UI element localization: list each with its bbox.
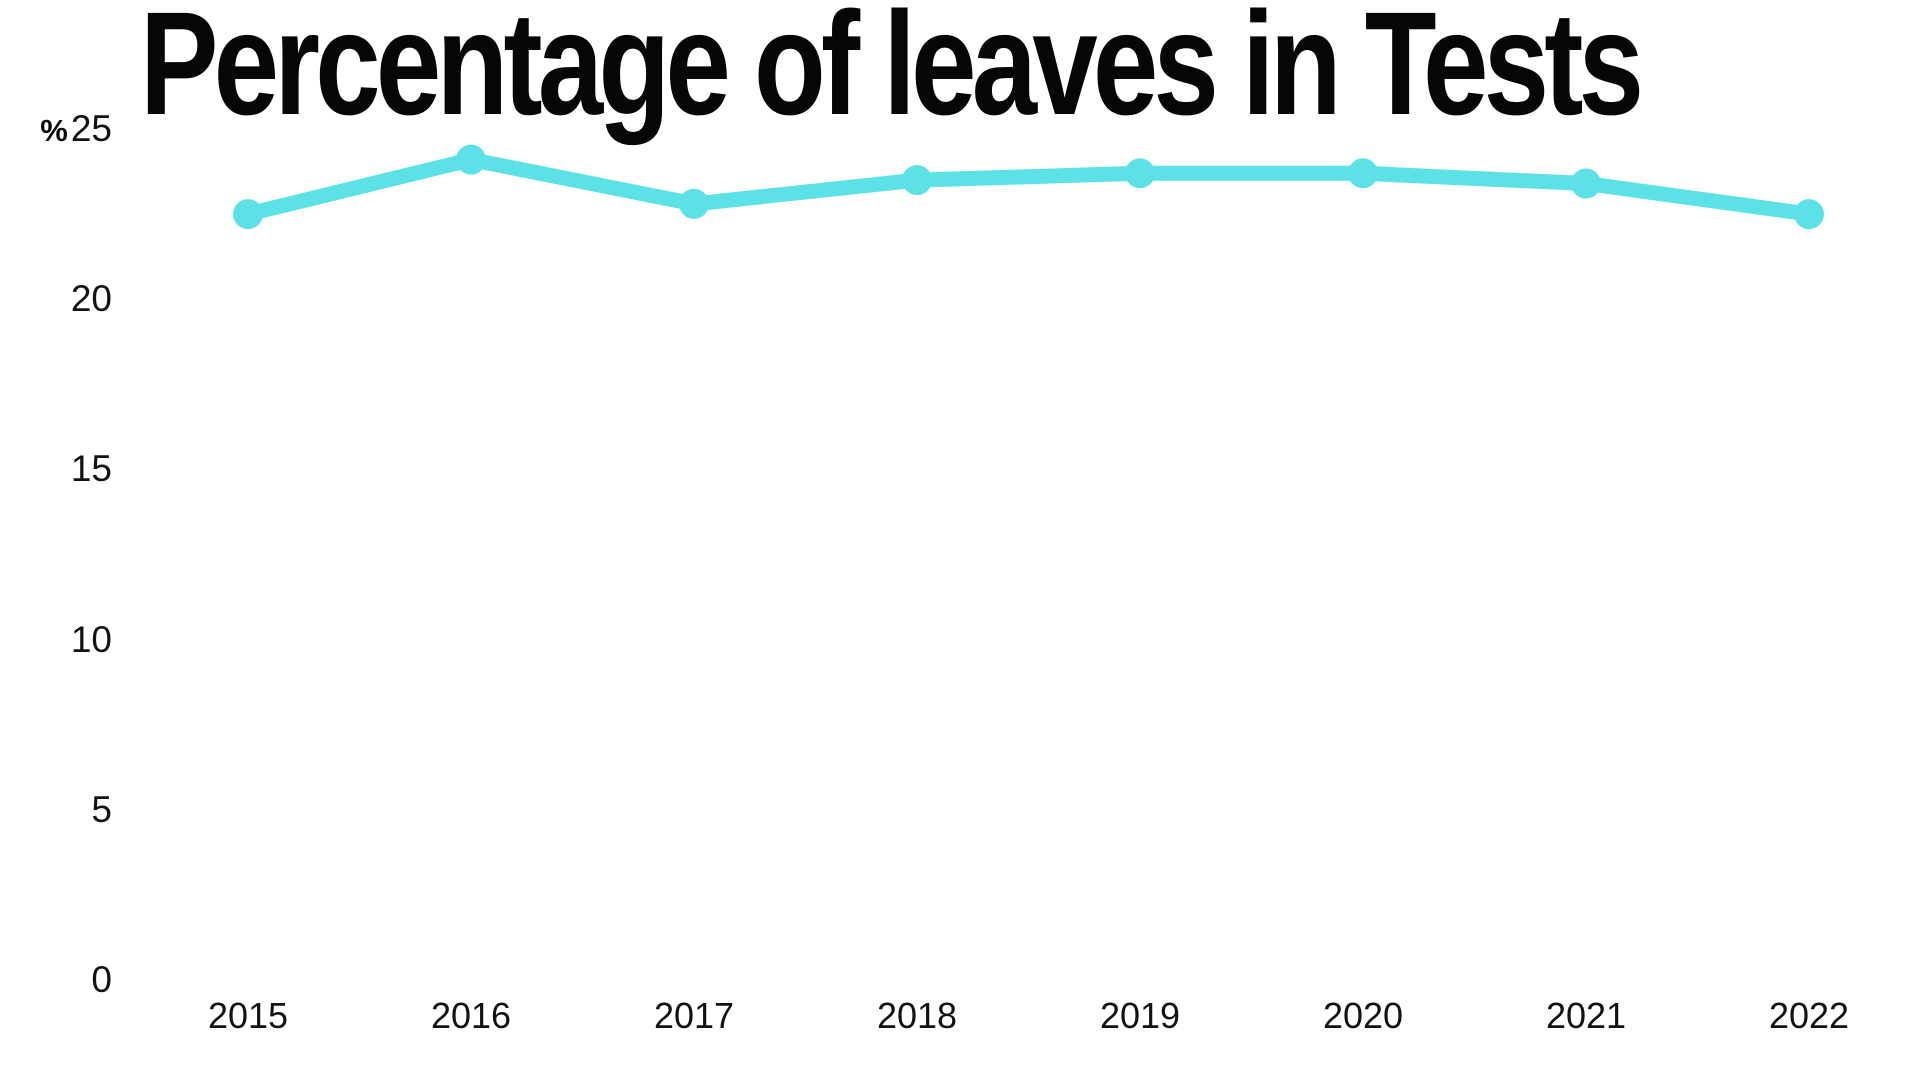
y-tick-label: 5: [91, 789, 112, 830]
x-tick-2019: 2019: [1099, 995, 1181, 1036]
percent-symbol: %: [40, 113, 69, 148]
y-tick-5: 5: [12, 791, 112, 829]
data-point-2018: [902, 165, 932, 196]
y-tick-15: 15: [12, 450, 112, 488]
y-tick-10: 10: [12, 621, 112, 659]
y-tick-label: 0: [91, 959, 112, 1000]
y-tick-label: 10: [70, 619, 112, 660]
y-tick-0: 0: [12, 961, 112, 999]
y-tick-20: 20: [12, 280, 112, 318]
data-point-2019: [1125, 158, 1155, 189]
data-point-2022: [1794, 199, 1824, 230]
y-tick-label: 15: [70, 448, 112, 489]
data-point-2020: [1348, 158, 1378, 189]
x-tick-2022: 2022: [1768, 995, 1850, 1036]
data-point-2016: [456, 144, 486, 175]
series-line: [240, 152, 1817, 222]
x-tick-2020: 2020: [1322, 995, 1404, 1036]
chart-title: Percentage of leaves in Tests: [140, 0, 1644, 146]
x-tick-2015: 2015: [207, 995, 289, 1036]
x-tick-2016: 2016: [430, 995, 512, 1036]
y-tick-25: %25: [12, 110, 112, 150]
data-point-2017: [679, 188, 709, 219]
x-tick-2017: 2017: [653, 995, 735, 1036]
data-point-2015: [233, 199, 263, 230]
data-point-2021: [1571, 168, 1601, 199]
x-tick-2021: 2021: [1545, 995, 1627, 1036]
y-tick-label: 20: [70, 278, 112, 319]
x-tick-2018: 2018: [876, 995, 958, 1036]
y-tick-label: 25: [70, 108, 112, 149]
